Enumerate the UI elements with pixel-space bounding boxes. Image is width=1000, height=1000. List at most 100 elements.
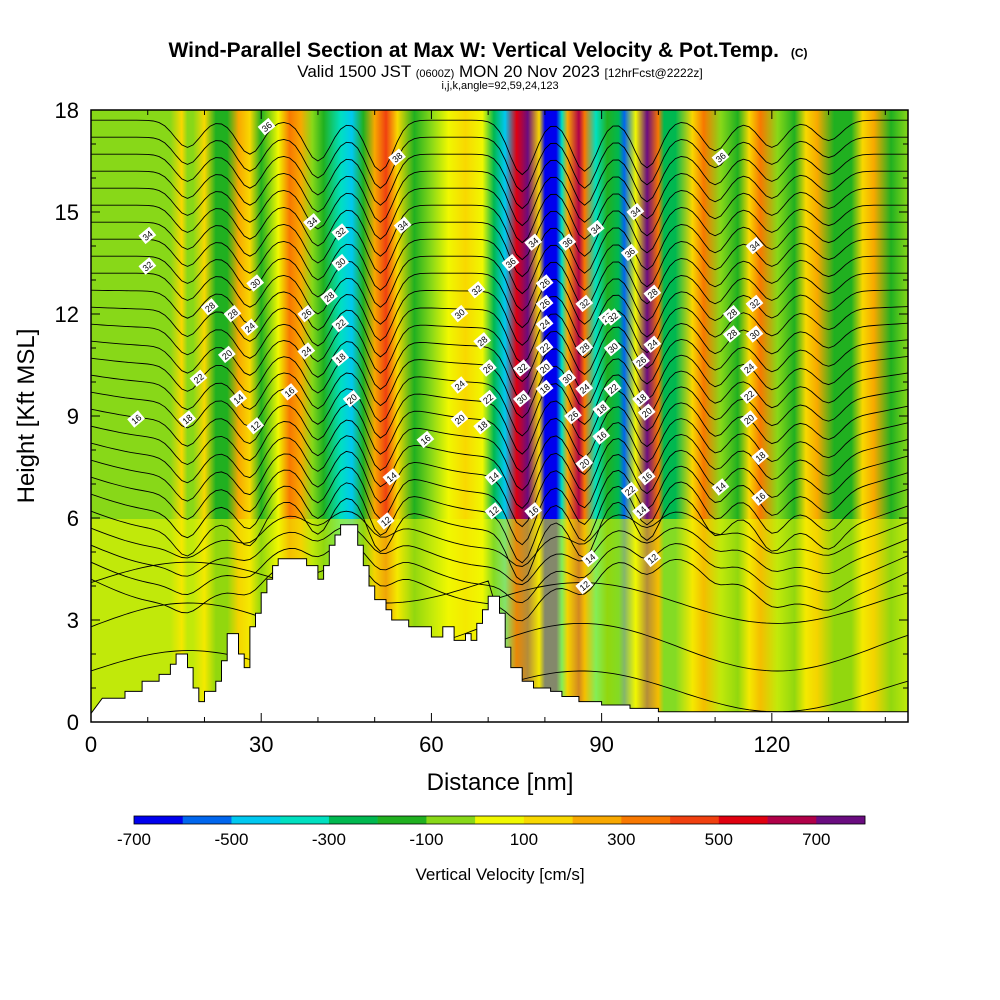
theta-contour-label: 32 bbox=[512, 359, 531, 377]
x-tick-label: 0 bbox=[85, 732, 97, 757]
colorbar-tick-label: 700 bbox=[802, 830, 830, 849]
theta-contour-value: 18 bbox=[334, 351, 348, 365]
theta-contour-value: 28 bbox=[203, 300, 217, 314]
theta-contour-label: 36 bbox=[558, 233, 577, 251]
theta-contour-label: 16 bbox=[524, 502, 543, 520]
theta-contour-label: 28 bbox=[223, 304, 242, 323]
x-axis-label: Distance [nm] bbox=[427, 769, 574, 796]
colorbar-tick-label: 300 bbox=[607, 830, 635, 849]
x-tick-label: 60 bbox=[419, 732, 443, 757]
theta-contour-label: 28 bbox=[200, 298, 219, 316]
theta-contour-value: 22 bbox=[742, 389, 756, 403]
colorbar-swatch bbox=[426, 816, 476, 824]
theta-contour-line bbox=[91, 119, 908, 176]
theta-contour-value: 14 bbox=[583, 552, 597, 566]
chart-subtitle: Valid 1500 JST (0600Z) MON 20 Nov 2023 [… bbox=[297, 62, 703, 81]
theta-contour-line bbox=[91, 418, 908, 491]
theta-contour-label: 32 bbox=[745, 294, 764, 313]
theta-contour-label: 16 bbox=[637, 468, 656, 486]
theta-contour-label: 14 bbox=[484, 468, 503, 486]
theta-contour-value: 30 bbox=[453, 307, 467, 321]
theta-contour-value: 32 bbox=[515, 361, 529, 375]
theta-contour-value: 20 bbox=[742, 412, 756, 426]
theta-contour-value: 14 bbox=[714, 480, 728, 494]
y-tick-label: 3 bbox=[67, 608, 79, 633]
colorbar-tick-label: -700 bbox=[117, 830, 151, 849]
chart-title: Wind-Parallel Section at Max W: Vertical… bbox=[168, 39, 807, 62]
theta-contour-value: 22 bbox=[192, 372, 206, 386]
theta-contour-value: 20 bbox=[345, 392, 359, 406]
theta-contour-value: 20 bbox=[578, 457, 592, 471]
theta-contour-label: 24 bbox=[739, 359, 758, 377]
theta-contour-value: 18 bbox=[538, 382, 552, 396]
colorbar-swatch bbox=[718, 816, 768, 824]
theta-contour-label: 36 bbox=[501, 253, 520, 272]
theta-contour-label: 22 bbox=[535, 338, 554, 357]
colorbar-tick-label: 500 bbox=[705, 830, 733, 849]
colorbar-swatch bbox=[280, 816, 330, 824]
theta-contour-value: 18 bbox=[753, 450, 767, 464]
theta-contour-line bbox=[91, 272, 908, 329]
theta-contour-line bbox=[91, 542, 908, 604]
theta-contour-value: 36 bbox=[504, 256, 518, 270]
theta-contour-value: 34 bbox=[305, 215, 319, 229]
theta-contour-label: 24 bbox=[297, 342, 316, 360]
theta-contour-value: 18 bbox=[595, 402, 609, 416]
theta-contour-label: 34 bbox=[524, 233, 543, 251]
colorbar-swatch bbox=[231, 816, 281, 824]
theta-contour-label: 22 bbox=[620, 481, 639, 500]
theta-contour-label: 34 bbox=[586, 219, 605, 238]
theta-contour-value: 16 bbox=[526, 504, 540, 518]
theta-contour-value: 28 bbox=[578, 341, 592, 355]
theta-contour-label: 28 bbox=[473, 332, 492, 350]
theta-contour-label: 20 bbox=[217, 345, 236, 364]
theta-contour-label: 18 bbox=[535, 379, 554, 398]
theta-contour-value: 16 bbox=[595, 429, 609, 443]
theta-contour-label: 24 bbox=[535, 315, 554, 333]
theta-contour-label: 30 bbox=[745, 325, 764, 343]
theta-contour-value: 12 bbox=[578, 579, 592, 593]
theta-contour-label: 14 bbox=[632, 502, 650, 520]
theta-contour-label: 30 bbox=[246, 274, 265, 292]
theta-contour-value: 18 bbox=[180, 412, 194, 426]
theta-contour-value: 20 bbox=[220, 348, 234, 362]
theta-contour-value: 28 bbox=[322, 290, 336, 304]
theta-contour-value: 32 bbox=[578, 297, 592, 311]
theta-contour-value: 28 bbox=[725, 307, 739, 321]
theta-contour-line bbox=[91, 370, 908, 437]
theta-contour-label: 26 bbox=[297, 304, 316, 323]
theta-contour-value: 30 bbox=[748, 327, 762, 341]
theta-contour-value: 26 bbox=[538, 276, 552, 290]
colorbar-tick-label: -500 bbox=[214, 830, 248, 849]
theta-contour-value: 22 bbox=[481, 392, 495, 406]
theta-contour-label: 22 bbox=[331, 315, 350, 333]
theta-contour-label: 36 bbox=[711, 148, 730, 166]
title-mark: (C) bbox=[791, 46, 808, 60]
subtitle-valid: Valid 1500 JST bbox=[297, 62, 411, 81]
theta-contour-label: 22 bbox=[189, 369, 208, 387]
theta-contour-value: 24 bbox=[578, 382, 592, 396]
theta-contour-line bbox=[91, 497, 908, 582]
theta-contour-label: 34 bbox=[138, 226, 157, 245]
colorbar-swatch bbox=[475, 816, 525, 824]
y-tick-label: 6 bbox=[67, 506, 79, 531]
theta-contour-value: 32 bbox=[334, 225, 348, 239]
theta-contour-label: 20 bbox=[450, 410, 469, 428]
theta-contour-line bbox=[91, 289, 908, 346]
theta-contour-label: 12 bbox=[575, 576, 594, 595]
theta-contour-value: 32 bbox=[748, 297, 762, 311]
theta-contour-value: 36 bbox=[623, 246, 637, 260]
theta-contour-label: 22 bbox=[603, 379, 622, 398]
theta-contour-value: 14 bbox=[231, 392, 245, 406]
theta-contour-value: 38 bbox=[390, 151, 404, 165]
theta-contour-label: 30 bbox=[512, 389, 531, 408]
colorbar: -700 -500 -300 -100 100 300 500 700 bbox=[117, 815, 866, 849]
colorbar-swatch bbox=[182, 816, 232, 824]
theta-contour-label: 28 bbox=[575, 338, 594, 357]
theta-contour-label: 12 bbox=[376, 512, 395, 530]
colorbar-tick-label: -300 bbox=[312, 830, 346, 849]
theta-contour-label: 16 bbox=[416, 430, 435, 449]
theta-contour-label: 18 bbox=[592, 400, 611, 418]
theta-contour-value: 34 bbox=[141, 229, 155, 243]
